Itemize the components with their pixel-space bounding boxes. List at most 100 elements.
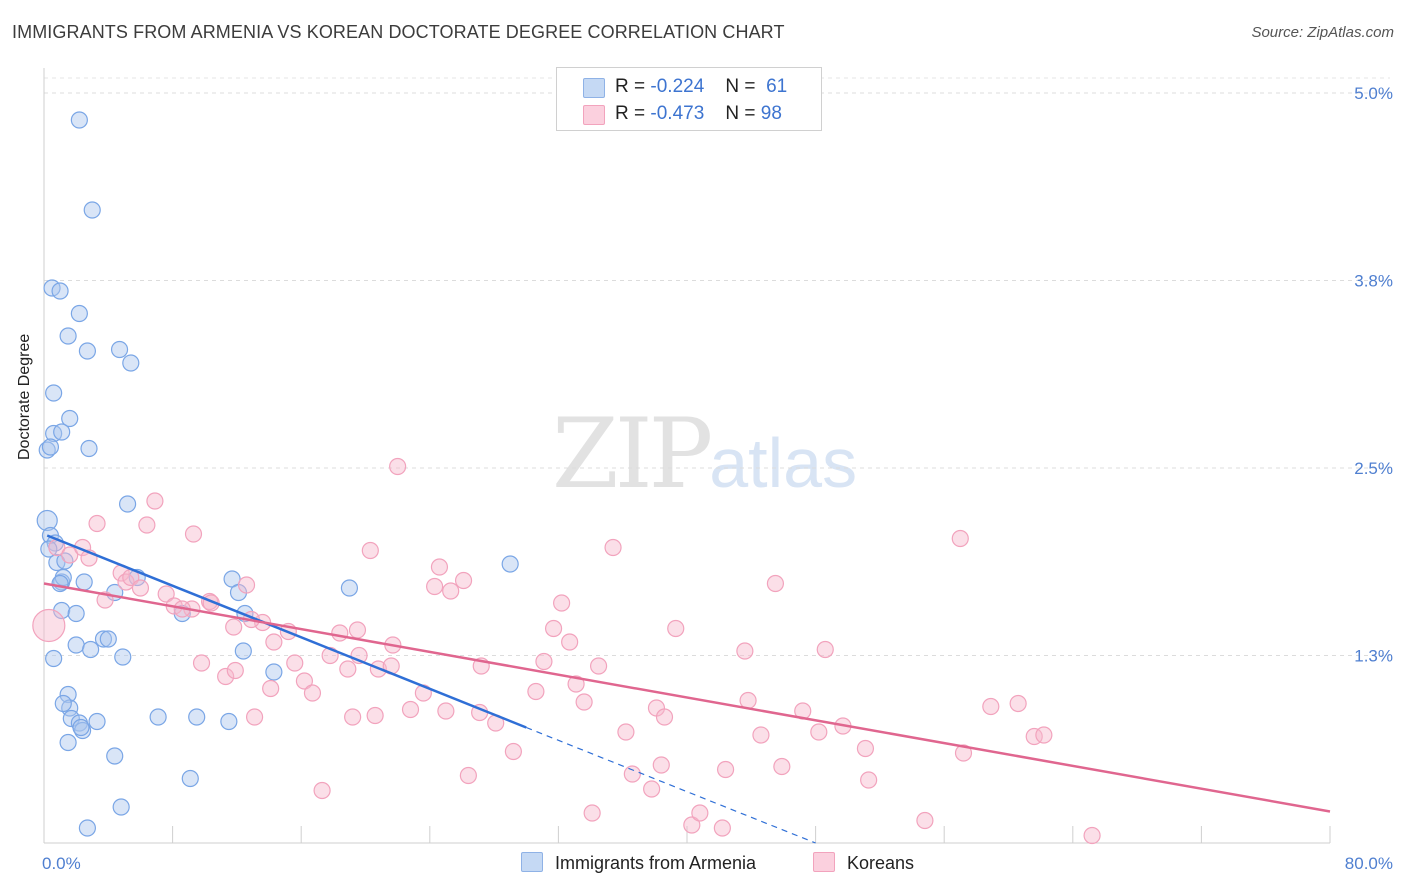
koreans-point — [217, 667, 235, 686]
koreans-point — [401, 700, 420, 719]
koreans-point — [146, 492, 164, 510]
koreans-point — [916, 811, 934, 830]
koreans-point — [856, 739, 875, 758]
armenia-point — [112, 798, 130, 816]
y-tick-label: 3.8% — [1354, 272, 1393, 291]
koreans-point — [683, 816, 701, 834]
watermark: ZIPatlas — [552, 398, 857, 510]
source-label: Source: ZipAtlas.com — [1251, 24, 1394, 41]
y-tick-label: 2.5% — [1354, 459, 1393, 478]
koreans-points — [32, 457, 1101, 845]
legend-n-value-armenia: 61 — [766, 76, 788, 97]
armenia-trend-line — [46, 534, 527, 729]
koreans-point — [773, 757, 791, 776]
bottom-legend-swatch-koreans — [813, 852, 835, 872]
koreans-point — [604, 538, 622, 557]
bottom-legend-koreans: Koreans — [813, 852, 914, 874]
koreans-point — [344, 708, 362, 726]
koreans-point — [553, 594, 571, 612]
bottom-legend-label-koreans: Koreans — [847, 853, 915, 873]
koreans-point — [982, 697, 1000, 716]
armenia-point — [45, 649, 63, 668]
koreans-point — [32, 608, 66, 643]
koreans-point — [437, 702, 455, 720]
armenia-point — [220, 712, 238, 731]
armenia-point — [59, 327, 77, 345]
koreans-point — [623, 765, 641, 783]
koreans-point — [652, 756, 670, 774]
bottom-legend-swatch-armenia — [521, 852, 543, 872]
armenia-point — [80, 439, 98, 458]
koreans-point — [226, 661, 244, 680]
armenia-point — [41, 438, 60, 456]
koreans-point — [810, 723, 828, 741]
legend-text-koreans: R = -0.473 N = 98 — [615, 103, 782, 125]
legend-r-value-armenia: -0.224 — [650, 76, 705, 97]
axes — [43, 68, 1331, 844]
koreans-point — [504, 742, 522, 761]
armenia-point — [51, 574, 69, 593]
armenia-trend-extension — [526, 726, 816, 844]
koreans-point — [389, 457, 407, 476]
armenia-point — [70, 304, 88, 323]
armenia-point — [73, 721, 92, 740]
legend-r-label: R = — [615, 76, 646, 97]
koreans-point — [225, 618, 243, 636]
bottom-legend-label-armenia: Immigrants from Armenia — [555, 853, 757, 873]
armenia-point — [99, 630, 117, 648]
koreans-point — [583, 804, 601, 822]
armenia-point — [83, 201, 101, 219]
koreans-point — [348, 621, 367, 639]
armenia-point — [70, 111, 88, 129]
y-tick-label: 1.3% — [1354, 647, 1393, 666]
legend-n-label: N = — [725, 76, 756, 97]
armenia-point — [45, 384, 63, 402]
armenia-point — [181, 769, 199, 788]
koreans-point — [331, 624, 349, 642]
koreans-point — [589, 657, 608, 675]
koreans-point — [265, 633, 283, 651]
legend-r-label: R = — [615, 103, 646, 124]
koreans-point — [339, 660, 357, 678]
koreans-point — [643, 780, 661, 798]
koreans-point — [544, 619, 563, 638]
armenia-point — [122, 354, 140, 372]
armenia-point — [59, 733, 77, 752]
armenia-point — [78, 342, 97, 360]
koreans-point — [1035, 726, 1053, 744]
watermark-atlas: atlas — [709, 424, 858, 502]
armenia-point — [67, 604, 85, 623]
tick-labels: 1.3% 2.5% 3.8% 5.0% 0.0% 80.0% — [42, 84, 1393, 873]
koreans-point — [295, 672, 314, 690]
armenia-point — [67, 636, 85, 654]
koreans-point — [816, 640, 834, 659]
koreans-point — [313, 781, 331, 800]
x-tick-label: 0.0% — [42, 854, 81, 873]
armenia-point — [72, 718, 90, 737]
koreans-point — [286, 654, 304, 672]
koreans-point — [426, 577, 444, 596]
armenia-point — [106, 747, 124, 765]
trend-lines — [43, 534, 1331, 844]
koreans-point — [131, 579, 150, 597]
koreans-point — [713, 819, 731, 837]
legend-swatch-armenia — [583, 78, 605, 98]
koreans-point — [192, 654, 211, 672]
armenia-point — [51, 282, 69, 300]
koreans-point — [303, 684, 322, 702]
armenia-point — [149, 708, 167, 726]
koreans-point — [237, 576, 256, 594]
armenia-point — [234, 642, 252, 660]
armenia-point — [54, 694, 72, 713]
bottom-legend-armenia: Immigrants from Armenia — [521, 852, 756, 874]
koreans-point — [535, 652, 553, 671]
koreans-point — [361, 541, 379, 560]
koreans-point — [860, 771, 878, 789]
legend-n-value-koreans: 98 — [760, 103, 782, 124]
armenia-point — [78, 819, 97, 837]
armenia-point — [114, 648, 132, 666]
koreans-point — [1083, 826, 1101, 845]
koreans-point — [454, 571, 473, 590]
koreans-point — [61, 546, 79, 564]
